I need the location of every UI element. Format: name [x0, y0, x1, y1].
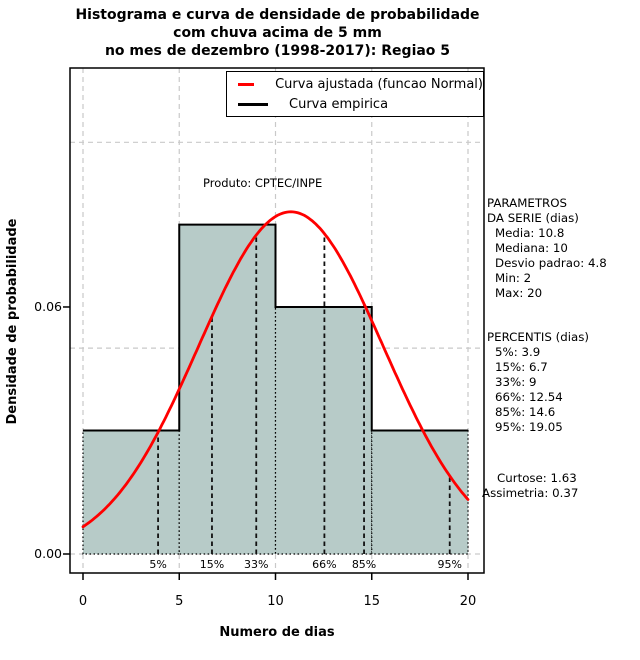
stat-assimetria: Assimetria: 0.37 [482, 486, 579, 500]
percentis-title: PERCENTIS (dias) [487, 330, 589, 344]
chart-title: Histograma e curva de densidade de proba… [0, 6, 555, 60]
chart-title-line2: com chuva acima de 5 mm [173, 25, 382, 41]
percentil-66: 66%: 12.54 [495, 390, 563, 404]
legend-label-empirical: Curva empirica [289, 96, 389, 112]
params-title-line1: PARAMETROS [487, 196, 568, 210]
stat-media: Media: 10.8 [495, 226, 565, 240]
percentile-label: 95% [437, 558, 462, 571]
percentil-33: 33%: 9 [495, 375, 537, 389]
stat-max: Max: 20 [495, 286, 543, 300]
legend-label-fitted: Curva ajustada (funcao Normal) [275, 76, 483, 92]
stat-min: Min: 2 [495, 271, 532, 285]
histogram-bar [82, 429, 180, 555]
x-tick-label: 10 [267, 594, 284, 609]
percentile-label: 15% [199, 558, 225, 571]
empirical-curve [83, 223, 468, 432]
stat-mediana: Mediana: 10 [495, 241, 568, 255]
chart-title-line3: no mes de dezembro (1998-2017): Regiao 5 [104, 43, 451, 59]
x-tick-label: 20 [459, 594, 477, 609]
legend-row-empirical: Curva empirica [227, 96, 483, 113]
empirical-curve-line-sample [238, 102, 268, 106]
params-title-line2: DA SERIE (dias) [487, 211, 579, 225]
y-tick-label: 0.00 [34, 546, 62, 561]
stat-curtose: Curtose: 1.63 [497, 471, 577, 485]
fitted-normal-curve [81, 210, 470, 529]
x-axis-title: Numero de dias [219, 625, 335, 640]
percentile-label: 5% [149, 558, 167, 571]
percentil-5: 5%: 3.9 [495, 345, 541, 359]
legend-row-fitted: Curva ajustada (funcao Normal) [227, 76, 483, 93]
histogram-bar [371, 429, 469, 555]
plot-border [69, 67, 485, 574]
stat-desvio-padrao: Desvio padrao: 4.8 [495, 256, 607, 270]
x-tick-label: 0 [78, 594, 88, 609]
percentil-15: 15%: 6.7 [495, 360, 548, 374]
x-tick-label: 15 [363, 594, 381, 609]
product-annotation: Produto: CPTEC/INPE [203, 176, 323, 190]
fitted-curve-line-sample [238, 82, 255, 86]
percentile-label: 33% [244, 558, 269, 571]
legend: Curva ajustada (funcao Normal) Curva emp… [226, 71, 484, 117]
x-tick-label: 5 [175, 594, 184, 609]
chart-title-line1: Histograma e curva de densidade de proba… [75, 7, 480, 23]
y-tick-label: 0.06 [34, 298, 62, 314]
y-axis-title: Densidade de probabilidade [5, 218, 20, 425]
percentil-95: 95%: 19.05 [495, 420, 563, 434]
percentil-85: 85%: 14.6 [495, 405, 556, 419]
percentile-label: 85% [351, 558, 377, 571]
histogram-bar [178, 224, 277, 555]
percentile-label: 66% [312, 558, 337, 571]
